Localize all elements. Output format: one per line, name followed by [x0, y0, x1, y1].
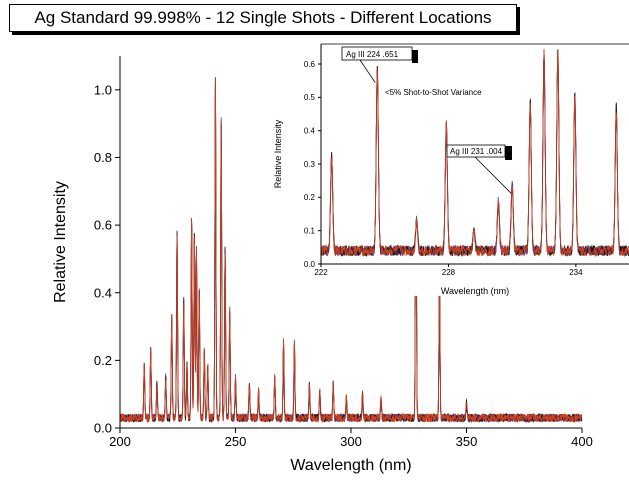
inset-y-tick-label: 0.0 — [304, 260, 316, 269]
inset-y-tick-label: 0.3 — [304, 160, 316, 169]
annotation-ag-224: Ag III 224 .651 — [346, 50, 399, 59]
main-y-tick-label: 0.8 — [94, 150, 112, 165]
inset-x-axis-label: Wavelength (nm) — [441, 286, 509, 296]
inset-y-tick-label: 0.1 — [304, 226, 316, 235]
main-series-line — [119, 77, 583, 424]
main-y-tick-label: 0.2 — [94, 353, 112, 368]
annotation-arrow-ag-224 — [359, 59, 376, 83]
inset-series-line — [320, 48, 629, 258]
main-y-tick-label: 0.4 — [94, 285, 112, 300]
main-x-tick-label: 250 — [225, 434, 247, 449]
annotation-variance: <5% Shot-to-Shot Variance — [385, 88, 482, 97]
annotation-box-shadow-ag-224 — [412, 50, 418, 63]
inset-y-tick-label: 0.2 — [304, 193, 316, 202]
main-y-tick-label: 0.0 — [94, 421, 112, 436]
inset-y-tick-label: 0.4 — [304, 126, 316, 135]
inset-x-tick-label: 222 — [314, 268, 328, 277]
chart-title: Ag Standard 99.998% - 12 Single Shots - … — [9, 4, 517, 32]
main-y-tick-label: 1.0 — [94, 82, 112, 97]
main-x-axis-label: Wavelength (nm) — [290, 457, 411, 474]
annotation-arrow-ag-231 — [474, 156, 512, 194]
inset-y-tick-label: 0.6 — [304, 60, 316, 69]
main-x-tick-label: 400 — [571, 434, 593, 449]
inset-x-tick-label: 234 — [569, 268, 583, 277]
inset-y-axis-label: Relative Intensity — [273, 119, 283, 188]
main-y-tick-label: 0.6 — [94, 218, 112, 233]
main-x-tick-label: 300 — [340, 434, 362, 449]
inset-x-tick-label: 228 — [442, 268, 456, 277]
annotation-box-shadow-ag-231 — [505, 146, 512, 160]
inset-background — [271, 36, 629, 296]
inset-y-tick-label: 0.5 — [304, 93, 316, 102]
main-x-tick-label: 350 — [456, 434, 478, 449]
main-x-tick-label: 200 — [109, 434, 131, 449]
main-y-axis-label: Relative Intensity — [52, 181, 69, 303]
annotation-ag-231: Ag III 231 .004 — [450, 147, 503, 156]
